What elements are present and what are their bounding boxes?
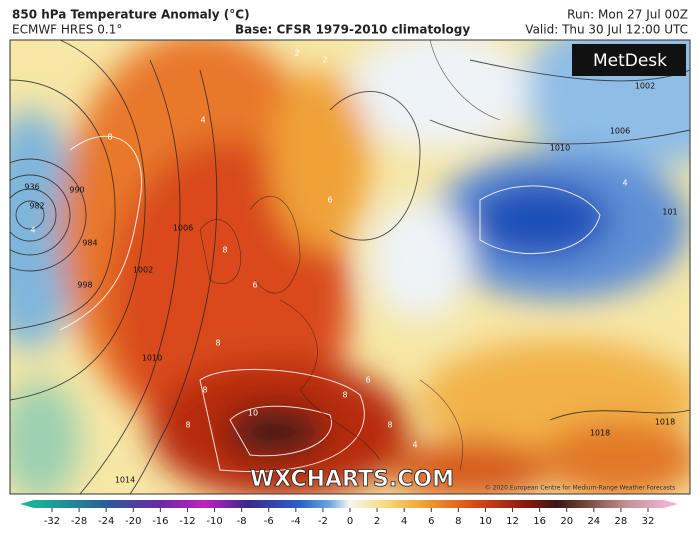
anomaly-label: 8 [387,421,392,430]
isobar-label: 1002 [133,266,153,275]
colorbar-min-arrow [20,500,34,508]
anomaly-label: 4 [412,441,417,450]
colorbar-tick-label: -8 [237,516,247,527]
isobar-label: 1018 [655,418,675,427]
colorbar-tick-label: 8 [455,516,461,527]
colorbar-tick-label: -4 [291,516,301,527]
isobar-label: 982 [29,202,44,211]
isobar-label: 1018 [590,429,610,438]
isobar-label: 101 [662,208,677,217]
isobar-label: 998 [77,281,92,290]
logo: MetDesk [593,51,667,71]
copyright: © 2020 European Centre for Medium-Range … [485,485,675,492]
isobar-label: 1010 [550,144,570,153]
anomaly-label: 2 [322,56,327,65]
colorbar-tick-label: 20 [560,516,573,527]
isobar-label: 984 [82,239,97,248]
anomaly-label: 8 [107,133,112,142]
model: ECMWF HRES 0.1° [12,23,122,37]
isobar-label: 1010 [142,354,162,363]
anomaly-label: 4 [200,116,205,125]
anomaly-label: 8 [202,386,207,395]
colorbar-tick-label: -32 [44,516,60,527]
anomaly-label: 8 [342,391,347,400]
map: MetDesk WXCHARTS.COM © 2020 European Cen… [10,40,690,494]
colorbar-tick-label: -12 [179,516,195,527]
anomaly-label: 8 [185,421,190,430]
anomaly-label: 4 [30,226,35,235]
labels: -32 -28 -24 -20 -16 -12 -10 -8 -6 -4 -2 0 2 4 6 8 10 12 16… [24,49,677,528]
colorbar-tick-label: 6 [428,516,434,527]
colorbar-tick-label: 24 [587,516,600,527]
map-frame [9,39,691,495]
isobar-label: 936 [24,183,39,192]
colorbar-tick-label: -20 [125,516,141,527]
anomaly-label: 6 [365,376,370,385]
anomaly-label: 2 [294,49,299,58]
colorbar-tick-label: -10 [206,516,222,527]
run: Run: Mon 27 Jul 00Z [567,8,688,22]
title: 850 hPa Temperature Anomaly (°C) [12,8,250,22]
anomaly-label: 8 [222,246,227,255]
colorbar-tick-label: -2 [318,516,328,527]
colorbar-tick-label: -24 [98,516,114,527]
anomaly-label: 4 [622,179,627,188]
colorbar-tick-label: -16 [152,516,168,527]
base: Base: CFSR 1979-2010 climatology [235,23,470,37]
colorbar [34,500,664,508]
colorbar-tick-label: 4 [401,516,407,527]
colorbar-tick-label: 28 [615,516,628,527]
anomaly-label: 6 [327,196,332,205]
isobar-label: 1002 [635,82,655,91]
colorbar-tick-label: 2 [374,516,380,527]
anomaly-label: 6 [252,281,257,290]
colorbar-tick-label: 12 [506,516,519,527]
isobar-label: 1006 [173,224,193,233]
watermark: WXCHARTS.COM [250,467,454,492]
anomaly-label: 8 [215,339,220,348]
valid: Valid: Thu 30 Jul 12:00 UTC [525,23,688,37]
isobar-label: 1006 [610,127,630,136]
isobar-label: 990 [69,186,84,195]
colorbar-tick-label: -28 [71,516,87,527]
colorbar-max-arrow [664,500,678,508]
colorbar-tick-label: 10 [479,516,492,527]
colorbar-tick-label: 0 [347,516,353,527]
isobar-label: 1014 [115,476,135,485]
colorbar-tick-label: 32 [642,516,655,527]
colorbar-tick-label: -6 [264,516,274,527]
anomaly-label: 10 [248,409,258,418]
colorbar-tick-label: 16 [533,516,546,527]
